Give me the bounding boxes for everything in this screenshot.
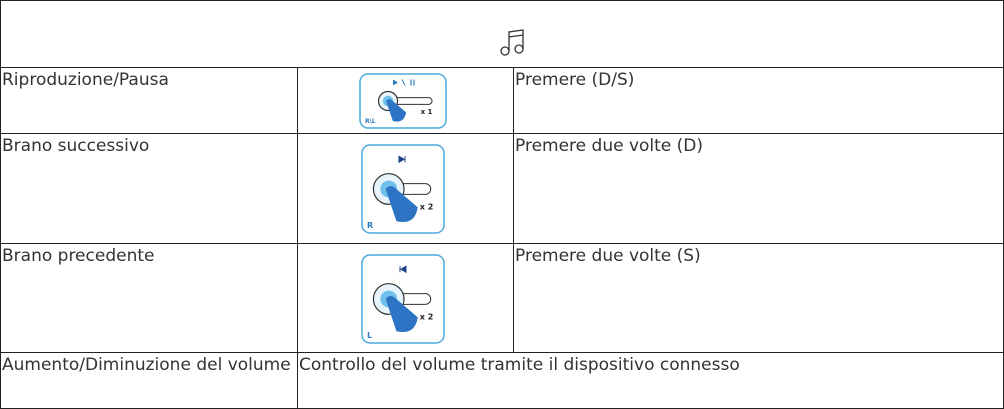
press-count: x 2	[420, 312, 434, 321]
finger	[385, 185, 418, 223]
finger	[386, 99, 407, 122]
gesture-icon: x 1 R\L	[359, 73, 447, 129]
music-icon	[500, 29, 524, 56]
prev-symbol	[399, 264, 407, 273]
instruction-cell: Premere (D/S)	[513, 67, 1004, 133]
instruction-cell: Premere due volte (S)	[513, 243, 1004, 352]
side-label: R\L	[365, 118, 376, 125]
press-count: x 1	[421, 108, 433, 116]
instruction-cell: Controllo del volume tramite il disposit…	[297, 352, 1004, 409]
pause-symbol	[410, 79, 415, 86]
action-cell: Brano precedente	[0, 243, 297, 352]
side-label: L	[367, 331, 372, 340]
icon-cell: x 2 L	[297, 243, 513, 352]
slash-symbol	[401, 79, 406, 86]
action-cell: Riproduzione/Pausa	[0, 67, 297, 133]
next-symbol	[398, 155, 406, 164]
gesture-icon: x 2 R	[361, 144, 445, 234]
icon-cell: x 1 R\L	[297, 67, 513, 133]
finger	[385, 295, 418, 332]
play-symbol	[393, 79, 398, 86]
icon-cell: x 2 R	[297, 133, 513, 243]
header-cell	[0, 0, 1004, 67]
side-label: R	[367, 221, 373, 230]
gesture-icon: x 2 L	[361, 253, 445, 344]
action-cell: Aumento/Diminuzione del volume	[0, 352, 297, 409]
action-cell: Brano successivo	[0, 133, 297, 243]
press-count: x 2	[420, 203, 434, 212]
instruction-cell: Premere due volte (D)	[513, 133, 1004, 243]
